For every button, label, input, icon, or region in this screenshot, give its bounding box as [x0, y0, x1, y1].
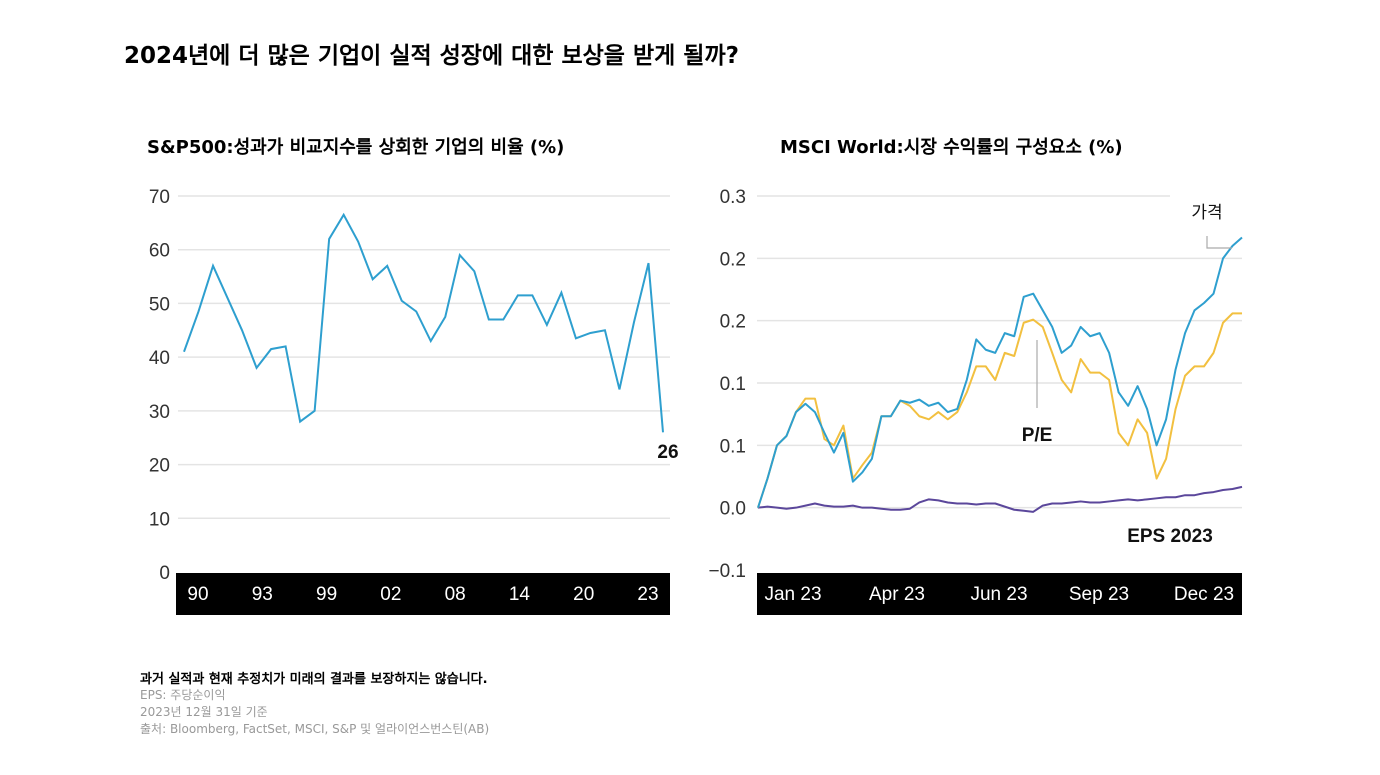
left-end-value-label: 26: [657, 442, 678, 463]
right-x-tick-label: Dec 23: [1174, 584, 1234, 605]
left-x-tick-label: 99: [316, 584, 337, 605]
left-series-line: [183, 212, 664, 433]
left-x-tick-label: 20: [573, 584, 594, 605]
price-series-label: 가격: [1191, 203, 1222, 223]
left-x-tick-label: 02: [380, 584, 401, 605]
right-y-tick-label: 0.0: [720, 499, 746, 520]
right-x-tick-label: Apr 23: [869, 584, 925, 605]
left-chart-title: S&P500:성과가 비교지수를 상회한 기업의 비율 (%): [147, 137, 565, 158]
right-series-pe-line: [757, 312, 1242, 508]
footer-date-note: 2023년 12월 31일 기준: [140, 705, 268, 719]
right-y-tick-label: 0.2: [720, 312, 746, 333]
right-x-tick-label: Jan 23: [764, 584, 821, 605]
left-x-tick-label: 08: [445, 584, 466, 605]
price-annotation-leader: [1206, 236, 1232, 249]
left-y-tick-label: 30: [149, 402, 170, 423]
pe-series-label: P/E: [1022, 425, 1053, 446]
right-series-eps-line: [757, 485, 1243, 513]
left-y-tick-label: 10: [149, 509, 170, 530]
left-x-tick-label: 93: [252, 584, 273, 605]
left-x-axis-band: [176, 573, 670, 615]
right-x-tick-label: Sep 23: [1069, 584, 1129, 605]
footer-disclaimer: 과거 실적과 현재 추정치가 미래의 결과를 보장하지는 않습니다.: [140, 672, 488, 687]
right-series-price-line: [757, 236, 1243, 508]
left-x-tick-label: 23: [637, 584, 658, 605]
right-y-tick-label: −0.1: [708, 561, 746, 582]
left-y-tick-label: 20: [149, 456, 170, 477]
right-y-tick-label: 0.3: [720, 187, 746, 208]
left-y-tick-label: 60: [149, 241, 170, 262]
page-title: 2024년에 더 많은 기업이 실적 성장에 대한 보상을 받게 될까?: [124, 43, 739, 69]
left-y-tick-label: 40: [149, 348, 170, 369]
left-y-tick-label: 0: [159, 563, 170, 584]
footer-eps-note: EPS: 주당순이익: [140, 688, 226, 702]
right-x-tick-label: Jun 23: [970, 584, 1027, 605]
left-x-tick-label: 90: [187, 584, 208, 605]
right-y-tick-label: 0.2: [720, 249, 746, 270]
right-x-axis-band: [757, 573, 1242, 615]
right-y-tick-label: 0.1: [720, 374, 746, 395]
footer-source: 출처: Bloomberg, FactSet, MSCI, S&P 및 얼라이언…: [140, 722, 490, 736]
left-y-tick-label: 70: [149, 187, 170, 208]
left-x-tick-label: 14: [509, 584, 531, 605]
left-y-tick-label: 50: [149, 294, 170, 315]
right-y-tick-label: 0.1: [720, 436, 746, 457]
eps-series-label: EPS 2023: [1127, 526, 1213, 547]
right-chart-title: MSCI World:시장 수익률의 구성요소 (%): [780, 137, 1123, 158]
